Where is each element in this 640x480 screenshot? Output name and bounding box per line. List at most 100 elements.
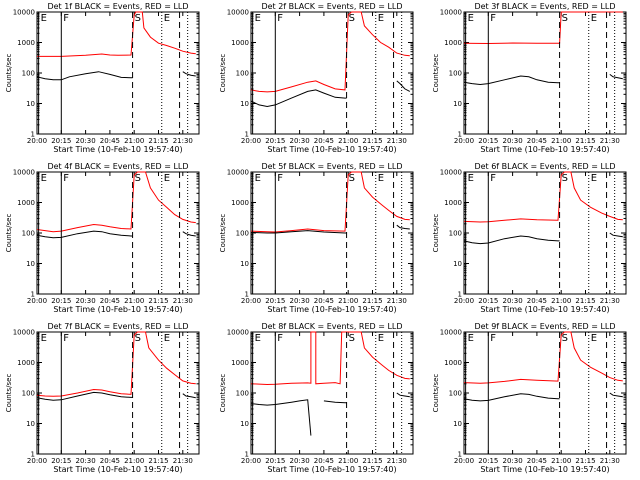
subplot-1: Det 1f BLACK = Events, RED = LLD Start Ti… [5, 2, 200, 154]
y-tick-label: 1 [458, 451, 462, 459]
y-tick-label: 10000 [13, 169, 35, 177]
y-tick-label: 1000 [17, 359, 35, 367]
x-tick-label: 20:30 [503, 297, 523, 305]
x-axis-label: Start Time (10-Feb-10 19:57:40) [53, 465, 182, 474]
subplot-title: Det 2f BLACK = Events, RED = LLD [261, 2, 402, 11]
series-black-line [250, 89, 347, 108]
y-tick-label: 10 [26, 420, 35, 428]
x-axis-label: Start Time (10-Feb-10 19:57:40) [267, 305, 396, 314]
x-tick-label: 21:00 [551, 297, 571, 305]
series-red-line [463, 171, 623, 223]
y-tick-label: 1 [31, 131, 35, 139]
x-tick-label: 21:15 [362, 457, 382, 465]
y-axis-label: Counts/sec [432, 214, 440, 253]
y-tick-label: 10 [453, 420, 462, 428]
series-black-line [463, 235, 560, 245]
series-red-line [250, 171, 410, 233]
series-black-line [36, 71, 133, 81]
event-marker-label: S [135, 173, 141, 184]
series-black-line [182, 231, 196, 237]
y-axis-label: Counts/sec [219, 214, 227, 253]
x-tick-label: 21:30 [600, 457, 620, 465]
x-tick-label: 20:45 [527, 457, 547, 465]
series-black-line [463, 393, 560, 402]
x-tick-label: 20:15 [51, 457, 71, 465]
y-tick-label: 10 [26, 100, 35, 108]
y-tick-label: 10000 [227, 329, 249, 337]
event-marker-label: S [135, 13, 141, 24]
x-tick-label: 20:15 [478, 137, 498, 145]
event-marker-label: E [41, 333, 47, 344]
event-marker-label: S [349, 173, 355, 184]
subplot-title: Det 6f BLACK = Events, RED = LLD [474, 162, 615, 171]
x-tick-label: 21:00 [338, 137, 358, 145]
series-red-line [463, 331, 623, 384]
y-axis-label: Counts/sec [432, 54, 440, 93]
x-tick-label: 20:00 [27, 297, 47, 305]
x-tick-label: 21:30 [387, 137, 407, 145]
subplot-title: Det 9f BLACK = Events, RED = LLD [474, 322, 615, 331]
event-marker-label: F [63, 173, 69, 184]
x-tick-label: 21:00 [551, 457, 571, 465]
event-marker-label: F [277, 173, 283, 184]
y-tick-label: 10000 [227, 9, 249, 17]
x-tick-label: 20:00 [27, 137, 47, 145]
y-tick-label: 1 [458, 291, 462, 299]
y-tick-label: 1000 [17, 39, 35, 47]
event-marker-label: S [562, 333, 568, 344]
y-tick-label: 10000 [13, 9, 35, 17]
series-black-line [396, 392, 410, 398]
x-axis-label: Start Time (10-Feb-10 19:57:40) [267, 145, 396, 154]
x-axis-label: Start Time (10-Feb-10 19:57:40) [53, 145, 182, 154]
event-marker-label: S [135, 333, 141, 344]
subplot-title: Det 5f BLACK = Events, RED = LLD [261, 162, 402, 171]
event-marker-label: F [490, 173, 496, 184]
y-tick-label: 1 [458, 131, 462, 139]
y-tick-label: 1000 [231, 39, 249, 47]
subplot-title: Det 8f BLACK = Events, RED = LLD [261, 322, 402, 331]
y-tick-label: 100 [449, 70, 462, 78]
y-axis-label: Counts/sec [5, 374, 13, 413]
y-tick-label: 10000 [440, 169, 462, 177]
x-tick-label: 21:15 [362, 137, 382, 145]
series-black-line [36, 230, 133, 239]
subplot-title: Det 4f BLACK = Events, RED = LLD [47, 162, 188, 171]
event-marker-label: E [255, 13, 261, 24]
y-tick-label: 10 [26, 260, 35, 268]
event-marker-label: F [63, 13, 69, 24]
y-axis-label: Counts/sec [219, 374, 227, 413]
x-tick-label: 20:00 [454, 457, 474, 465]
series-black-line [609, 74, 623, 80]
x-tick-label: 20:15 [51, 297, 71, 305]
y-tick-label: 1000 [231, 359, 249, 367]
series-black-line [396, 80, 411, 92]
event-marker-label: E [255, 333, 261, 344]
x-tick-label: 20:45 [314, 137, 334, 145]
event-marker-label: E [378, 13, 384, 24]
x-tick-label: 20:30 [503, 137, 523, 145]
x-tick-label: 20:00 [241, 457, 261, 465]
event-marker-label: S [349, 13, 355, 24]
x-tick-label: 21:30 [173, 137, 193, 145]
event-marker-label: S [562, 13, 568, 24]
y-tick-label: 100 [236, 230, 249, 238]
x-tick-label: 21:30 [387, 457, 407, 465]
x-tick-label: 21:30 [600, 137, 620, 145]
series-black-line [609, 232, 623, 238]
x-tick-label: 20:45 [314, 297, 334, 305]
event-marker-label: E [164, 13, 170, 24]
x-tick-label: 20:15 [51, 137, 71, 145]
x-tick-label: 21:30 [173, 457, 193, 465]
x-tick-label: 20:00 [454, 137, 474, 145]
x-axis-label: Start Time (10-Feb-10 19:57:40) [480, 465, 609, 474]
y-tick-label: 10 [453, 260, 462, 268]
series-black-line [182, 393, 196, 399]
event-marker-label: E [41, 13, 47, 24]
y-tick-label: 1000 [17, 199, 35, 207]
x-tick-label: 20:15 [265, 137, 285, 145]
y-tick-label: 1000 [444, 39, 462, 47]
event-marker-label: E [468, 13, 474, 24]
x-axis-label: Start Time (10-Feb-10 19:57:40) [53, 305, 182, 314]
event-marker-label: F [490, 13, 496, 24]
event-marker-label: E [591, 13, 597, 24]
